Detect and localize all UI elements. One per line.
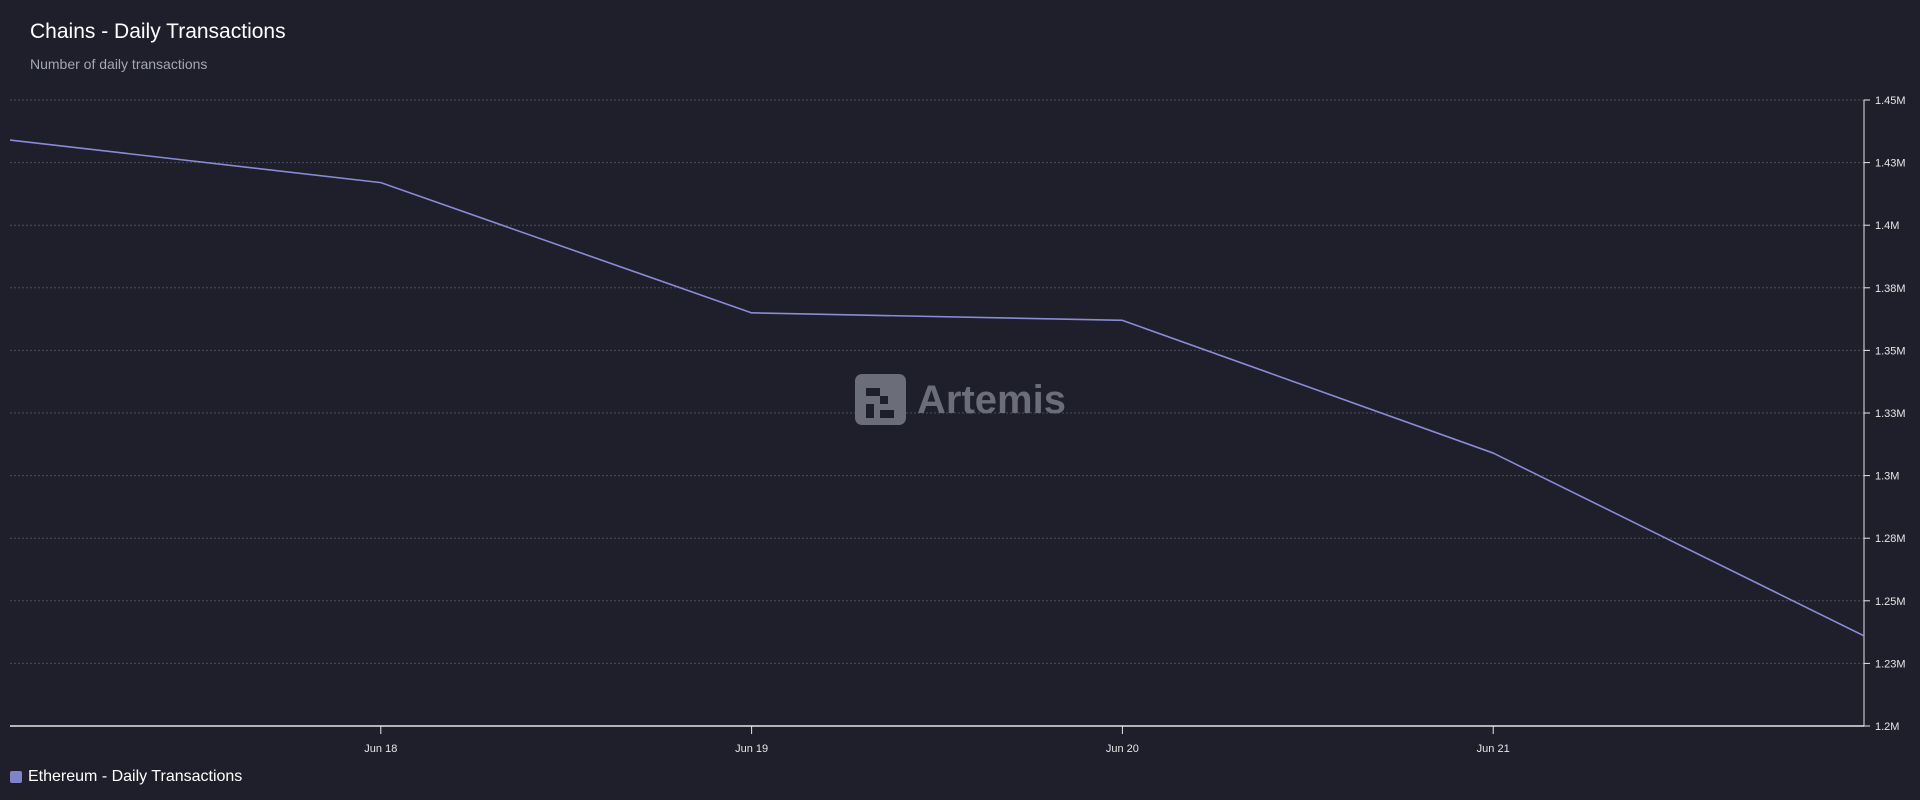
watermark-text: Artemis — [917, 378, 1066, 422]
legend-swatch — [10, 771, 22, 783]
tick-labels: 1.2M 1.23M 1.25M 1.28M 1.3M 1.33M 1.35M 1.38M 1.… — [364, 95, 1905, 755]
y-tick-label: 1.2M — [1875, 721, 1899, 733]
x-tick-label: Jun 21 — [1477, 743, 1510, 755]
chart-title: Chains - Daily Transactions — [30, 20, 286, 43]
artemis-logo-icon — [855, 374, 906, 425]
chart-subtitle: Number of daily transactions — [30, 56, 208, 72]
x-tick-label: Jun 19 — [735, 743, 768, 755]
series-line-ethereum — [9, 139, 1865, 637]
legend-label-ethereum: Ethereum - Daily Transactions — [28, 768, 243, 785]
y-tick-label: 1.4M — [1875, 220, 1899, 232]
y-tick-label: 1.3M — [1875, 471, 1899, 483]
y-tick-label: 1.23M — [1875, 658, 1906, 670]
y-tick-label: 1.38M — [1875, 283, 1906, 295]
series-layer — [9, 139, 1865, 637]
x-tick-label: Jun 18 — [364, 743, 397, 755]
y-tick-label: 1.45M — [1875, 95, 1906, 107]
x-tick-label: Jun 20 — [1106, 743, 1139, 755]
y-tick-label: 1.25M — [1875, 596, 1906, 608]
legend[interactable]: Ethereum - Daily Transactions — [10, 768, 242, 786]
y-tick-label: 1.28M — [1875, 533, 1906, 545]
y-tick-label: 1.35M — [1875, 345, 1906, 357]
y-tick-label: 1.43M — [1875, 158, 1906, 170]
grid-lines — [10, 99, 1864, 664]
artemis-watermark: Artemis — [855, 374, 1066, 425]
axes — [10, 99, 1870, 734]
y-tick-label: 1.33M — [1875, 408, 1906, 420]
